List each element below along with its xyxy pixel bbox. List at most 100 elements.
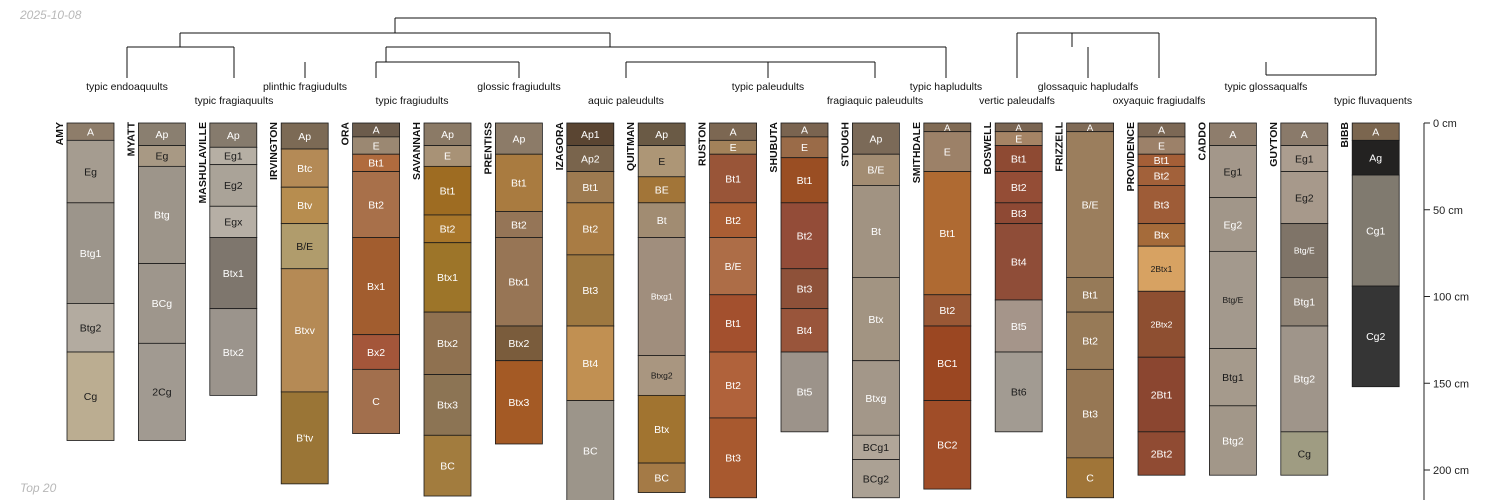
horizon-amy-1: [66, 139, 115, 204]
profile-izagora: Ap1 Ap2 Bt1 Bt2 Bt3 Bt4 BC IZAGORA: [554, 122, 615, 500]
horizon-label: Eg2: [1224, 219, 1243, 231]
horizon-smithdale-3: [923, 294, 972, 327]
horizon-label: B/E: [725, 261, 742, 273]
horizon-label: Btxg: [865, 393, 886, 405]
horizon-label: C: [1086, 473, 1094, 485]
horizon-frizzell-4: [1066, 368, 1114, 459]
horizon-shubuta-6: [780, 351, 829, 433]
horizon-label: Btx2: [437, 338, 458, 350]
horizon-label: Btg2: [80, 323, 102, 335]
profile-name: STOUGH: [839, 122, 851, 167]
horizon-stough-4: [852, 360, 900, 436]
horizon-myatt-2: [137, 165, 186, 264]
horizon-irvington-5: [280, 391, 329, 485]
horizon-savannah-7: [423, 434, 472, 497]
horizon-label: Ap: [155, 129, 168, 141]
profile-name: ORA: [340, 122, 352, 146]
horizon-label: Btg2: [1293, 374, 1315, 386]
horizon-label: BC: [654, 473, 669, 485]
horizon-bibb-1: [1351, 139, 1400, 176]
horizon-irvington-4: [280, 268, 329, 393]
horizon-ruston-6: [709, 351, 757, 419]
horizon-label: Btg1: [80, 248, 102, 260]
horizon-label: Btv: [297, 200, 313, 212]
horizon-label: Btx2: [223, 347, 244, 359]
horizon-savannah-5: [423, 311, 472, 375]
profile-guyton: A Eg1 Eg2 Btg/E Btg1 Btg2 Cg GUYTON: [1268, 122, 1329, 476]
profile-smithdale: A E Bt1 Bt2 BC1 BC2 SMITHDALE: [911, 122, 972, 490]
horizon-label: E: [1158, 140, 1165, 152]
depth-tick-label: 50 cm: [1433, 205, 1463, 217]
horizon-label: Btg/E: [1223, 295, 1244, 305]
horizon-label: Bt2: [725, 380, 741, 392]
horizon-label: Bt5: [797, 387, 813, 399]
horizon-label: 2Bt2: [1151, 448, 1173, 460]
profile-name: CADDO: [1196, 122, 1208, 161]
horizon-label: A: [1087, 123, 1094, 134]
horizon-label: Bt2: [1011, 182, 1027, 194]
horizon-frizzell-2: [1066, 277, 1114, 313]
horizon-label: Ap: [512, 133, 525, 145]
horizon-label: BC1: [937, 358, 958, 370]
horizon-label: Bt2: [440, 224, 456, 236]
horizon-label: Bt2: [725, 215, 741, 227]
profile-providence: AE Bt1 Bt2 Bt3 Btx 2Btx1 2Btx2 2Bt1 2Bt2 PROVIDEN…: [1125, 122, 1186, 476]
horizon-label: Ap: [869, 133, 882, 145]
horizon-irvington-2: [280, 186, 329, 225]
horizon-label: Btx: [1154, 230, 1170, 242]
profile-name: BIBB: [1339, 122, 1351, 148]
horizon-label: Eg1: [224, 151, 243, 163]
horizon-quitman-1: [637, 145, 686, 178]
horizon-label: Bt4: [1011, 257, 1027, 269]
horizon-quitman-3: [637, 202, 686, 238]
horizon-bibb-3: [1351, 285, 1400, 388]
horizon-boswell-2: [994, 145, 1043, 172]
taxon-label: aquic paleudults: [588, 95, 664, 107]
horizon-label: E: [801, 142, 808, 154]
profile-name: SMITHDALE: [911, 122, 923, 183]
horizon-savannah-2: [423, 165, 472, 216]
horizon-label: Eg: [84, 166, 97, 178]
horizon-label: Btxv: [294, 325, 315, 337]
horizon-label: Btxg1: [651, 292, 673, 302]
horizon-quitman-2: [637, 176, 686, 204]
horizon-label: Bt1: [725, 173, 741, 185]
depth-tick-label: 150 cm: [1433, 378, 1469, 390]
profile-bibb: A Ag Cg1 Cg2 BIBB: [1339, 122, 1400, 388]
horizon-label: Bt3: [1011, 208, 1027, 220]
horizon-label: Bt2: [368, 199, 384, 211]
horizon-prentiss-2: [494, 211, 543, 238]
horizon-guyton-3: [1280, 223, 1329, 278]
horizon-label: Cg1: [1366, 225, 1385, 237]
profile-frizzell: A B/E Bt1 Bt2 Bt3 C FRIZZELL: [1054, 121, 1114, 499]
horizon-label: BCg2: [863, 473, 889, 485]
horizon-boswell-6: [994, 299, 1043, 353]
horizon-label: Bt2: [797, 231, 813, 243]
horizon-label: Bt1: [939, 228, 955, 240]
taxon-label: vertic paleudalfs: [979, 95, 1055, 107]
horizon-myatt-3: [137, 263, 186, 344]
horizon-label: 2Cg: [152, 387, 171, 399]
horizon-guyton-4: [1280, 277, 1329, 327]
horizon-label: BE: [655, 185, 669, 197]
horizon-label: A: [1016, 123, 1023, 134]
horizon-amy-3: [66, 303, 115, 353]
horizon-ora-6: [352, 368, 401, 434]
profile-name: GUYTON: [1268, 122, 1280, 167]
horizon-shubuta-2: [780, 157, 829, 204]
taxon-label: typic fluvaquents: [1334, 95, 1412, 107]
horizon-shubuta-5: [780, 308, 829, 353]
horizon-label: Bt1: [1082, 290, 1098, 302]
horizon-label: Btg/E: [1294, 246, 1315, 256]
horizon-label: Btx: [654, 424, 670, 436]
horizon-label: Bt3: [725, 453, 741, 465]
horizon-label: Bx2: [367, 347, 385, 359]
profile-name: FRIZZELL: [1054, 121, 1066, 171]
horizon-label: Btg1: [1222, 372, 1244, 384]
horizon-label: A: [1158, 125, 1165, 137]
horizon-prentiss-1: [494, 153, 543, 212]
horizon-label: A: [1301, 129, 1308, 141]
horizon-label: E: [658, 156, 665, 168]
horizon-label: Btx2: [508, 338, 529, 350]
horizon-caddo-3: [1209, 250, 1257, 349]
